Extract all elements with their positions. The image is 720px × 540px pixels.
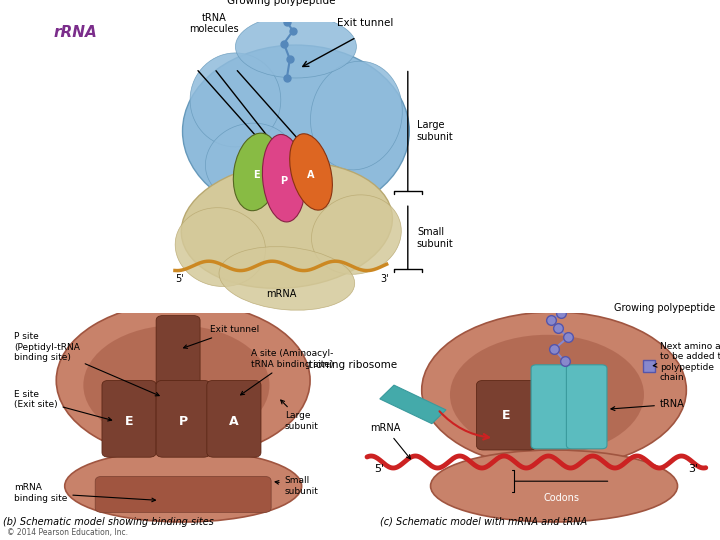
Text: mRNA: mRNA [371, 423, 410, 459]
Ellipse shape [235, 15, 356, 78]
Text: tRNA: tRNA [611, 400, 685, 410]
Text: mRNA
binding site: mRNA binding site [14, 483, 156, 503]
Text: (b) Schematic model showing binding sites: (b) Schematic model showing binding site… [4, 517, 214, 527]
Text: A: A [229, 415, 239, 428]
FancyBboxPatch shape [156, 315, 200, 402]
Ellipse shape [190, 53, 281, 147]
Text: rRNA: rRNA [54, 25, 98, 40]
FancyBboxPatch shape [207, 380, 261, 457]
Ellipse shape [312, 195, 401, 274]
Text: 5': 5' [175, 274, 184, 284]
Text: Growing polypeptide: Growing polypeptide [614, 303, 715, 313]
FancyBboxPatch shape [156, 380, 210, 457]
Ellipse shape [84, 325, 269, 445]
Text: E: E [502, 409, 510, 422]
Ellipse shape [422, 312, 686, 468]
FancyBboxPatch shape [477, 380, 536, 450]
Text: Large
subunit: Large subunit [281, 400, 318, 431]
Text: (a) Computer model of functioning ribosome: (a) Computer model of functioning riboso… [164, 360, 397, 370]
Text: Codons: Codons [543, 493, 579, 503]
Text: E site
(Exit site): E site (Exit site) [14, 390, 112, 421]
Text: 3': 3' [688, 464, 698, 474]
Text: A site (Aminoacyl-
tRNA binding site): A site (Aminoacyl- tRNA binding site) [240, 349, 333, 395]
Text: Small
subunit: Small subunit [417, 227, 454, 248]
FancyBboxPatch shape [531, 365, 572, 449]
Text: Amino end: Amino end [0, 539, 1, 540]
Ellipse shape [450, 335, 644, 455]
Text: Growing polypeptide: Growing polypeptide [227, 0, 335, 6]
Text: Large
subunit: Large subunit [417, 120, 454, 142]
Text: P: P [280, 177, 287, 186]
Ellipse shape [181, 162, 392, 288]
FancyBboxPatch shape [95, 476, 271, 512]
Ellipse shape [183, 45, 409, 217]
Text: 5': 5' [374, 464, 384, 474]
Ellipse shape [310, 61, 402, 170]
Ellipse shape [175, 208, 266, 287]
Text: Next amino acid
to be added to
polypeptide
chain: Next amino acid to be added to polypepti… [653, 342, 720, 382]
Text: © 2014 Pearson Education, Inc.: © 2014 Pearson Education, Inc. [7, 528, 128, 537]
Text: E: E [253, 170, 260, 180]
Ellipse shape [289, 134, 333, 210]
Text: tRNA
molecules: tRNA molecules [189, 12, 239, 34]
Ellipse shape [56, 302, 310, 458]
Text: E: E [125, 415, 133, 428]
Text: Exit tunnel: Exit tunnel [184, 325, 259, 348]
Ellipse shape [262, 134, 305, 222]
Ellipse shape [219, 247, 355, 310]
Text: Small
subunit: Small subunit [275, 476, 318, 496]
FancyBboxPatch shape [102, 380, 156, 457]
Polygon shape [380, 385, 446, 424]
Ellipse shape [233, 133, 280, 211]
Text: A: A [307, 170, 315, 180]
Ellipse shape [431, 450, 678, 522]
Text: (c) Schematic model with mRNA and tRNA: (c) Schematic model with mRNA and tRNA [380, 517, 587, 527]
Text: 3': 3' [381, 274, 390, 284]
Ellipse shape [65, 450, 302, 522]
Text: P: P [179, 415, 188, 428]
Text: mRNA: mRNA [266, 289, 296, 299]
FancyBboxPatch shape [567, 365, 607, 449]
Text: Exit tunnel: Exit tunnel [337, 18, 394, 28]
Text: P site
(Peptidyl-tRNA
binding site): P site (Peptidyl-tRNA binding site) [14, 333, 159, 396]
Ellipse shape [205, 123, 296, 202]
